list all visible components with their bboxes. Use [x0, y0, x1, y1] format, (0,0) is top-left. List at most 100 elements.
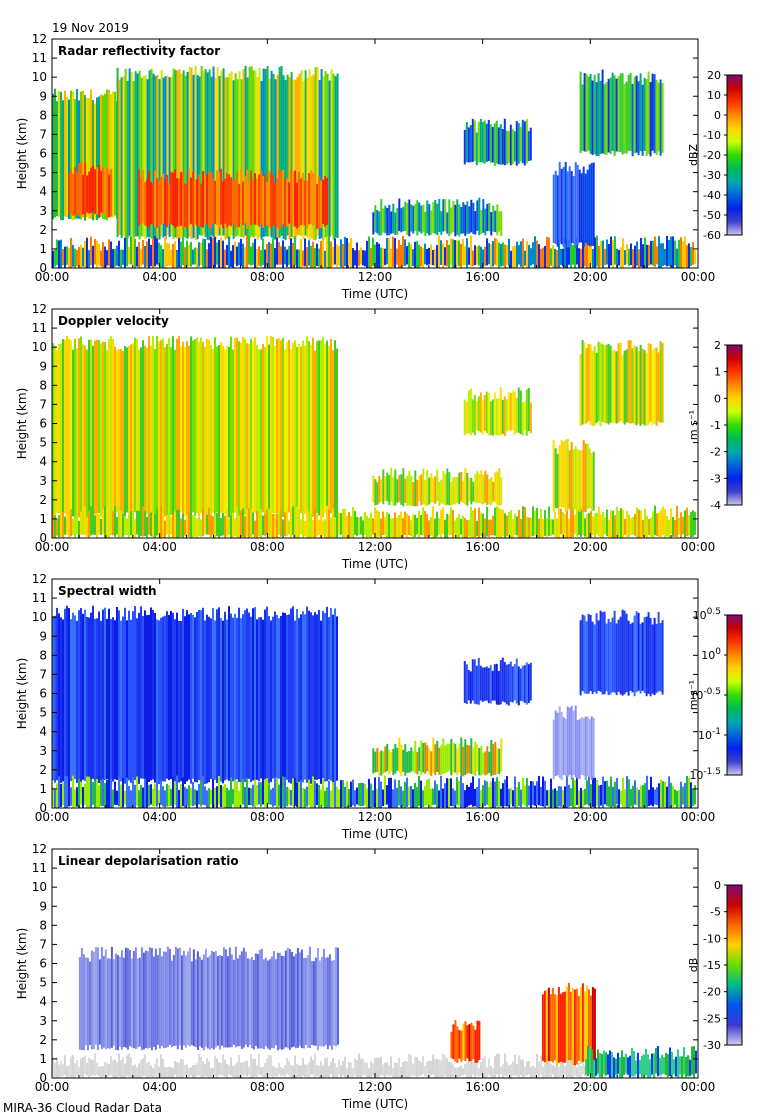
cloud-column: [580, 787, 582, 808]
cloud-column: [456, 477, 459, 503]
cloud-column: [168, 615, 170, 781]
cloud-column: [270, 789, 272, 805]
y-tick-label: 2: [39, 763, 47, 777]
cloud-column: [436, 511, 438, 537]
cloud-column: [272, 951, 275, 1049]
cloud-column: [464, 1021, 467, 1061]
cloud-column: [300, 346, 302, 513]
cloud-column: [618, 789, 620, 808]
cloud-column: [587, 344, 590, 422]
cloud-column: [226, 1064, 228, 1078]
cloud-column: [54, 345, 56, 518]
cloud-column: [218, 240, 220, 268]
cloud-column: [68, 506, 70, 538]
cloud-column: [188, 345, 190, 514]
colorbar: [726, 614, 743, 776]
cloud-column: [528, 517, 530, 538]
cloud-column: [666, 786, 668, 808]
cloud-column: [324, 613, 326, 782]
cloud-column: [466, 473, 469, 506]
cloud-column: [492, 240, 494, 267]
cloud-column: [527, 664, 530, 703]
cloud-column: [490, 781, 492, 808]
cloud-column: [164, 76, 167, 240]
cloud-column: [473, 120, 476, 162]
cloud-column: [414, 514, 416, 537]
cloud-column: [152, 610, 154, 780]
cloud-column: [465, 664, 468, 704]
cloud-column: [456, 240, 458, 266]
cloud-column: [280, 777, 282, 808]
cloud-column: [218, 345, 220, 514]
cloud-column: [482, 513, 484, 537]
cloud-column: [488, 479, 491, 505]
cloud-column: [292, 172, 295, 226]
cloud-column: [605, 623, 608, 692]
cloud-column: [272, 1065, 274, 1078]
cloud-column: [456, 199, 459, 235]
y-tick-label: 6: [39, 957, 47, 971]
cloud-column: [134, 784, 136, 808]
cloud-column: [585, 1058, 587, 1075]
cloud-column: [554, 710, 557, 776]
cloud-column: [366, 1062, 368, 1078]
cloud-column: [274, 248, 276, 268]
cloud-column: [110, 1055, 112, 1076]
cloud-column: [404, 511, 406, 535]
cloud-column: [192, 1065, 194, 1078]
cloud-column: [452, 477, 455, 505]
cloud-column: [228, 347, 230, 518]
cloud-column: [82, 91, 84, 218]
x-tick-label: 00:00: [681, 1080, 716, 1094]
cloud-column: [314, 612, 316, 780]
cloud-column: [601, 69, 604, 154]
cloud-column: [529, 662, 532, 701]
cloud-column: [511, 128, 514, 165]
cloud-column: [388, 749, 391, 775]
cloud-column: [574, 780, 576, 808]
cloud-column: [268, 170, 271, 228]
cloud-column: [486, 506, 488, 537]
cloud-column: [128, 346, 130, 518]
cloud-column: [308, 240, 310, 266]
cloud-column: [570, 509, 572, 538]
cloud-column: [586, 716, 589, 777]
cloud-column: [118, 349, 120, 513]
y-tick-label: 10: [32, 880, 47, 894]
cloud-column: [468, 478, 471, 502]
cloud-column: [178, 336, 180, 516]
cloud-column: [572, 175, 575, 244]
cloud-column: [140, 947, 143, 1051]
cloud-column: [460, 1030, 463, 1062]
cloud-column: [66, 1066, 68, 1078]
cloud-column: [446, 514, 448, 538]
cloud-column: [102, 609, 104, 780]
cloud-column: [402, 518, 404, 538]
cloud-column: [254, 779, 256, 808]
cloud-column: [523, 121, 526, 166]
cloud-column: [152, 514, 154, 538]
cloud-column: [594, 777, 596, 808]
cloud-column: [492, 1067, 494, 1078]
cloud-column: [536, 240, 538, 268]
cloud-column: [178, 238, 180, 268]
cloud-column: [554, 511, 556, 537]
cloud-column: [286, 178, 289, 227]
cloud-column: [206, 957, 209, 1049]
cloud-column: [342, 508, 344, 538]
cloud-column: [587, 613, 590, 694]
cloud-column: [662, 506, 664, 536]
cloud-column: [392, 518, 394, 538]
x-tick-label: 04:00: [142, 1080, 177, 1094]
cloud-column: [182, 236, 184, 266]
cloud-column: [270, 956, 273, 1048]
cloud-column: [248, 959, 251, 1045]
cloud-column: [264, 249, 266, 268]
cloud-column: [560, 249, 562, 265]
cloud-column: [336, 616, 338, 781]
cloud-column: [602, 511, 604, 538]
cloud-column: [482, 475, 485, 505]
cloud-column: [268, 508, 270, 538]
cloud-column: [595, 82, 598, 156]
cloud-column: [212, 607, 214, 780]
